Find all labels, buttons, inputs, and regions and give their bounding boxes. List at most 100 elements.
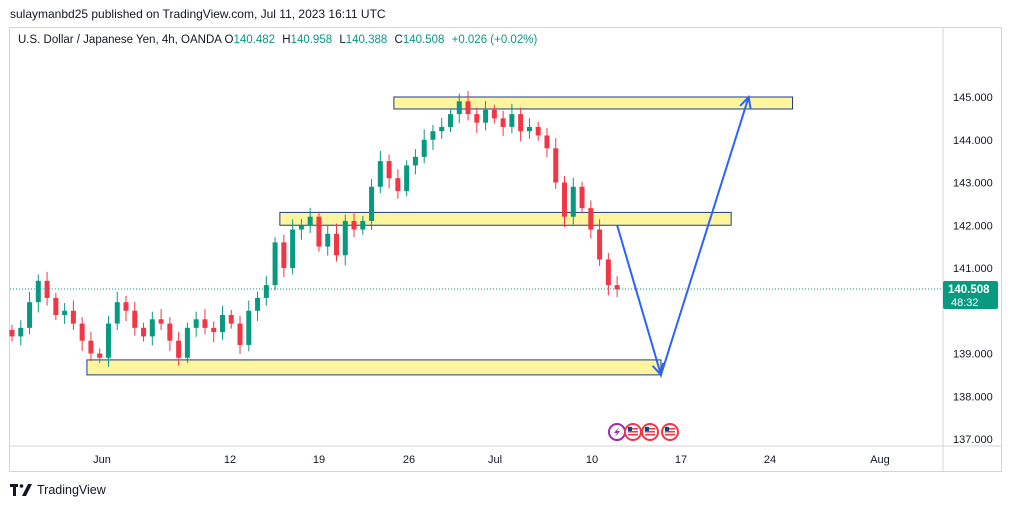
candle-body (386, 161, 392, 179)
candle-body (570, 186, 576, 217)
candle-body (597, 229, 603, 260)
candle-body (184, 327, 190, 358)
candle-body (518, 114, 524, 132)
high-value: 140.958 (290, 34, 333, 46)
chart-frame (9, 27, 1002, 472)
candle-body (439, 126, 445, 132)
x-tick-label: 12 (224, 454, 236, 466)
candle-body (176, 340, 182, 358)
candle-body (509, 114, 515, 127)
candle-body (263, 285, 269, 298)
y-tick-label: 143.000 (953, 178, 993, 190)
candle-body (342, 220, 348, 256)
candle-body (474, 114, 480, 123)
candle-body (579, 186, 585, 209)
candle-body (149, 319, 155, 337)
high-label: H (282, 34, 291, 46)
candle-body (298, 225, 304, 230)
y-tick-label: 145.000 (953, 92, 993, 104)
candle-body (79, 323, 85, 341)
candle-body (97, 353, 103, 358)
candle-body (123, 302, 129, 311)
candle-body (105, 323, 111, 358)
candle-body (369, 186, 375, 221)
y-tick-label: 139.000 (953, 349, 993, 361)
candle-body (553, 148, 559, 183)
lightning-event-icon[interactable] (608, 423, 626, 441)
candle-body (544, 135, 550, 149)
price-badge-countdown: 48:32 (951, 297, 979, 309)
candle-body (404, 165, 410, 192)
candle-body (211, 327, 217, 333)
candle-body (290, 229, 296, 268)
low-label: L (339, 34, 346, 46)
open-value: 140.482 (233, 34, 276, 46)
open-label: O (224, 34, 234, 46)
close-value: 140.508 (402, 34, 445, 46)
candle-body (193, 319, 199, 328)
candle-body (219, 315, 225, 333)
tradingview-logo-icon[interactable] (10, 484, 32, 496)
candle-body (483, 109, 489, 123)
candle-body (132, 310, 138, 328)
candle-body (360, 220, 366, 230)
candle-body (27, 302, 33, 328)
candle-body (88, 340, 94, 354)
candle-body (395, 178, 401, 192)
close-label: C (394, 34, 403, 46)
projection-arrowhead-down (651, 362, 665, 378)
candle-body (228, 315, 234, 324)
zone-support (86, 359, 662, 376)
candle-body (456, 101, 462, 115)
footer-brand[interactable]: TradingView (37, 483, 106, 497)
us-flag-event-icon[interactable] (624, 423, 642, 441)
x-tick-label: 26 (403, 454, 415, 466)
us-flag-event-icon[interactable] (661, 423, 679, 441)
candle-body (141, 327, 147, 337)
candle-body (158, 319, 164, 324)
candle-body (588, 208, 594, 230)
zone-mid (279, 211, 732, 226)
candle-body (562, 182, 568, 217)
price-badge (943, 281, 998, 310)
x-tick-label: Aug (870, 454, 890, 466)
y-tick-label: 142.000 (953, 220, 993, 232)
x-tick-label: 10 (586, 454, 598, 466)
symbol-title[interactable]: U.S. Dollar / Japanese Yen, 4h, OANDA (18, 34, 222, 46)
candle-body (412, 156, 418, 166)
candle-body (605, 259, 611, 286)
price-badge-value: 140.508 (948, 284, 990, 296)
us-flag-event-icon[interactable] (641, 423, 659, 441)
y-tick-label: 141.000 (953, 263, 993, 275)
low-value: 140.388 (345, 34, 388, 46)
projection-path (616, 96, 750, 379)
candle-body (35, 280, 41, 303)
x-tick-label: 24 (764, 454, 776, 466)
candle-body (316, 216, 322, 247)
candle-body (272, 242, 278, 286)
candle-body (44, 280, 50, 298)
candle-body (281, 242, 287, 268)
candle-body (307, 216, 313, 226)
candle-body (465, 101, 471, 115)
candle-body (237, 323, 243, 345)
candle-body (333, 233, 339, 256)
y-tick-label: 137.000 (953, 434, 993, 446)
x-tick-label: 19 (313, 454, 325, 466)
publisher-line: sulaymanbd25 published on TradingView.co… (10, 7, 386, 21)
x-tick-label: Jun (93, 454, 111, 466)
y-tick-label: 144.000 (953, 135, 993, 147)
y-tick-label: 138.000 (953, 391, 993, 403)
x-tick-label: 17 (675, 454, 687, 466)
candle-body (351, 220, 357, 230)
candle-body (114, 302, 120, 324)
candle-body (18, 327, 24, 337)
candle-body (430, 131, 436, 140)
x-tick-label: Jul (488, 454, 502, 466)
change-value: +0.026 (+0.02%) (451, 34, 538, 46)
candle-body (255, 297, 261, 311)
candle-body (325, 233, 331, 247)
projection-arrowhead-up (739, 94, 752, 110)
candle-body (448, 114, 453, 127)
